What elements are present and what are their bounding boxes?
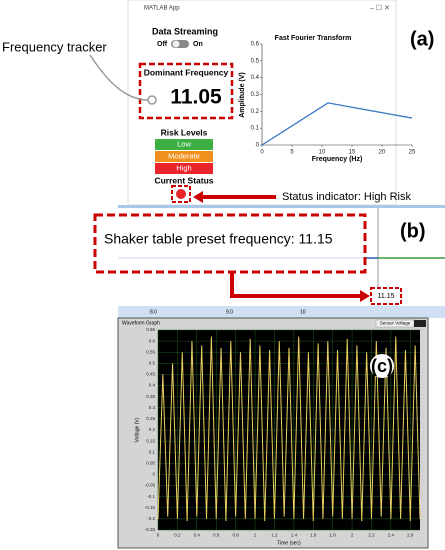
label-bg	[370, 354, 394, 378]
x-tick-label: 0.6	[213, 533, 220, 538]
streaming-label: Data Streaming	[152, 26, 218, 36]
y-tick-label: 0.2	[251, 109, 260, 115]
y-tick-label: 0.2	[149, 427, 156, 432]
y-tick-label: -0.15	[145, 505, 156, 510]
readout: 11.15	[378, 293, 395, 300]
y-label: Voltage (V)	[134, 417, 140, 442]
y-tick-label: 0.45	[146, 372, 155, 377]
preset-box	[93, 213, 367, 274]
x-tick-label: 5	[290, 150, 294, 156]
x-tick-label: 1.6	[310, 533, 317, 538]
legend-swatch	[414, 320, 426, 327]
axis-label: 9.0	[226, 309, 233, 315]
y-tick-label: 0.4	[149, 383, 156, 388]
y-tick-label: 0.6	[149, 338, 156, 343]
x-tick-label: 1.2	[271, 533, 278, 538]
y-tick-label: 0.1	[149, 449, 156, 454]
risk-label: High	[176, 164, 191, 173]
waveform-title: Waveform Graph	[122, 320, 160, 326]
strip	[118, 205, 445, 208]
line-series	[261, 102, 413, 146]
x-tick-label: 1.4	[291, 533, 298, 538]
x-tick-label: 1.8	[330, 533, 337, 538]
arrow	[230, 272, 360, 298]
x-tick-label: 2	[351, 533, 354, 538]
risk-level	[155, 163, 213, 174]
toggle-on: On	[193, 41, 203, 48]
x-tick-label: 0	[157, 533, 160, 538]
y-tick-label: -0.25	[145, 527, 156, 532]
risk-level	[155, 151, 213, 162]
risk-label: Moderate	[168, 152, 200, 161]
annotation: Frequency tracker	[2, 39, 107, 54]
y-tick-label: 0.5	[251, 58, 260, 64]
x-tick-label: 25	[409, 150, 416, 156]
fft-title: Fast Fourier Transform	[275, 35, 352, 42]
y-tick-label: 0.5	[149, 361, 156, 366]
tracker-box	[138, 62, 234, 120]
y-tick-label: 0.3	[251, 92, 260, 98]
y-tick-label: 0.55	[146, 349, 155, 354]
y-tick-label: 0.4	[251, 75, 260, 81]
status-indicator	[176, 189, 186, 199]
panel-label: (a)	[410, 28, 434, 50]
x-tick-label: 1	[254, 533, 257, 538]
y-tick-label: 0.05	[146, 461, 155, 466]
y-tick-label: 0.65	[146, 327, 155, 332]
x-tick-label: 0.8	[232, 533, 239, 538]
y-tick-label: -0.05	[145, 483, 156, 488]
fft-x-label: Frequency (Hz)	[312, 156, 363, 163]
fft-y-label: Amplitude (V)	[239, 72, 246, 118]
dominant-label: Dominant Frequency	[144, 67, 229, 77]
tracker-dot	[147, 95, 157, 105]
panel-label: (c)	[371, 356, 393, 376]
line-series	[157, 336, 421, 522]
risk-label: Low	[177, 140, 191, 149]
annotation: Status indicator: High Risk	[282, 191, 411, 203]
x-tick-label: 15	[349, 150, 356, 156]
y-tick-label: 0	[256, 143, 260, 149]
y-tick-label: -0.1	[147, 494, 155, 499]
legend-label: Sensor Voltage	[380, 321, 411, 326]
x-tick-label: 2.6	[407, 533, 414, 538]
window-title: MATLAB App	[144, 6, 180, 12]
y-tick-label: -0.2	[147, 516, 155, 521]
arrow-head	[360, 290, 370, 302]
x-label: Time (sec)	[277, 540, 301, 546]
axis-strip	[118, 306, 445, 318]
tracker-leader	[89, 54, 149, 101]
dominant-value: 11.05	[170, 86, 222, 109]
axis-label: 8.0	[150, 309, 157, 315]
x-tick-label: 20	[379, 150, 386, 156]
toggle-off: Off	[157, 41, 168, 48]
panel-label: (b)	[400, 220, 426, 242]
readout-box	[370, 287, 402, 305]
x-tick-label: 2.2	[368, 533, 375, 538]
y-tick-label: 0.25	[146, 416, 155, 421]
y-tick-label: 0	[152, 472, 155, 477]
y-tick-label: 0.35	[146, 394, 155, 399]
window-controls[interactable]: – ☐ ✕	[370, 4, 390, 12]
arrow-head	[193, 191, 203, 203]
status-box	[171, 185, 191, 203]
x-tick-label: 0.2	[174, 533, 181, 538]
x-tick-label: 0	[260, 150, 264, 156]
annotation: Shaker table preset frequency: 11.15	[104, 231, 333, 247]
y-tick-label: 0.1	[251, 126, 260, 132]
y-tick-label: 0.15	[146, 438, 155, 443]
x-tick-label: 10	[319, 150, 326, 156]
status-label: Current Status	[154, 175, 213, 185]
toggle-knob	[172, 40, 180, 48]
risk-level	[155, 139, 213, 150]
y-tick-label: 0.3	[149, 405, 156, 410]
x-tick-label: 0.4	[194, 533, 201, 538]
axis-label: 10	[300, 309, 306, 315]
risk-title: Risk Levels	[161, 127, 208, 137]
y-tick-label: 0.6	[251, 42, 260, 48]
x-tick-label: 2.4	[388, 533, 395, 538]
